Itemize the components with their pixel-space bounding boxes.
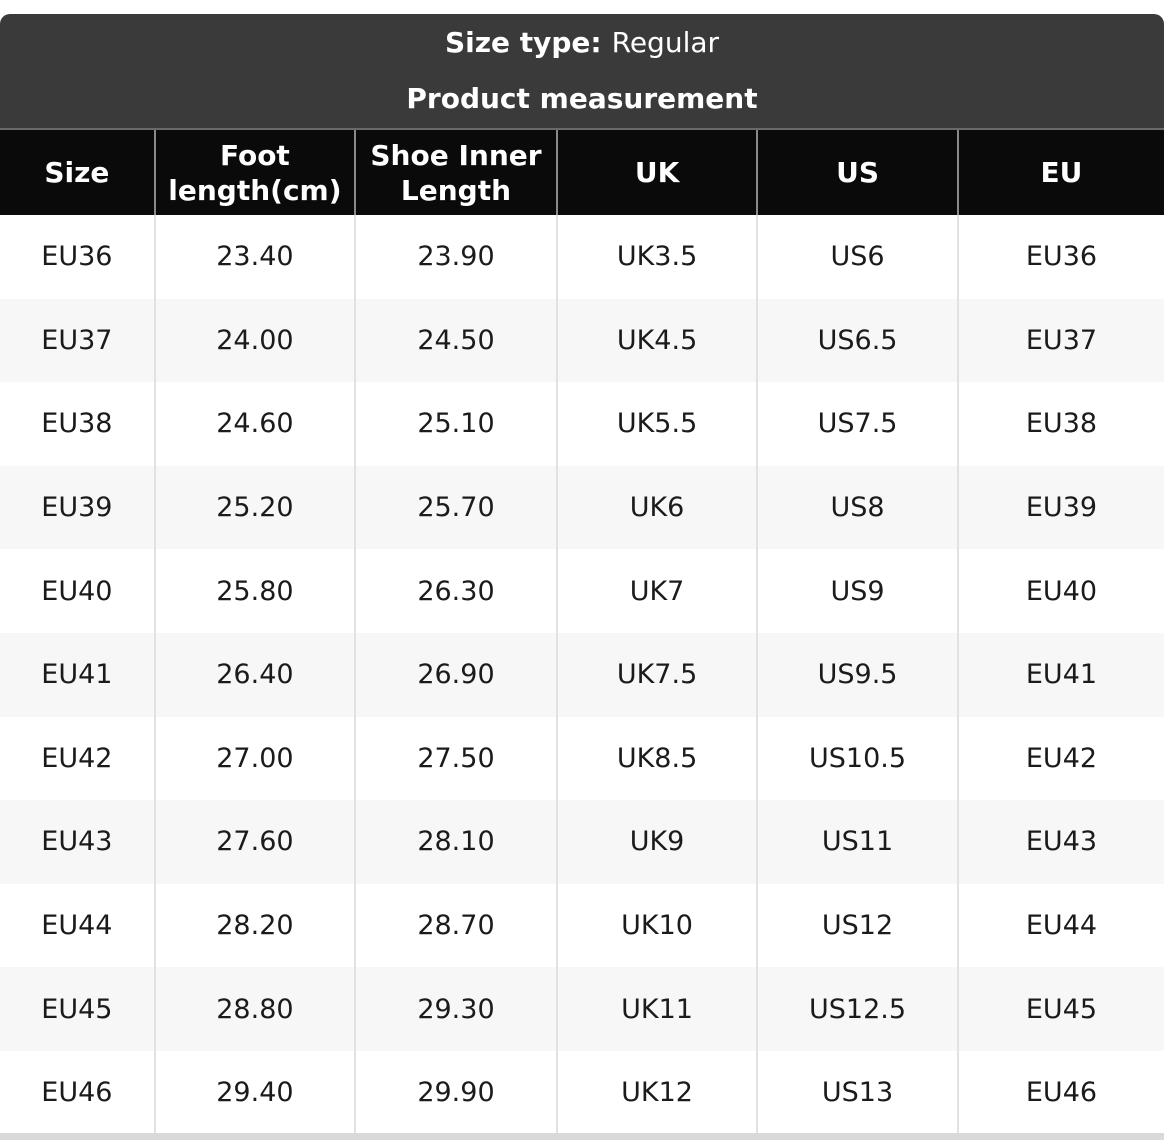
table-cell: EU37 — [0, 298, 155, 383]
column-header-foot-length-cm-: Foot length(cm) — [153, 128, 355, 215]
table-row: EU43 27.60 28.10 UK9 US11 EU43 — [0, 800, 1164, 884]
table-cell: UK7.5 — [555, 632, 758, 717]
table-cell: US6 — [756, 215, 958, 299]
column-header-uk: UK — [555, 128, 758, 215]
table-row: EU38 24.60 25.10 UK5.5 US7.5 EU38 — [0, 382, 1164, 466]
table-cell: EU42 — [956, 716, 1164, 801]
table-cell: US9 — [756, 549, 958, 633]
table-cell: 27.00 — [153, 716, 355, 801]
size-type-line: Size type: Regular — [444, 25, 720, 59]
table-cell: 29.90 — [354, 1050, 557, 1133]
table-cell: EU43 — [956, 800, 1164, 884]
table-cell: EU39 — [0, 465, 155, 550]
size-type-value: Regular — [611, 25, 720, 59]
table-cell: 24.60 — [153, 382, 355, 466]
table-cell: 25.80 — [153, 549, 355, 633]
column-header-size: Size — [0, 128, 155, 215]
table-cell: UK8.5 — [555, 716, 758, 801]
table-row: EU45 28.80 29.30 UK11 US12.5 EU45 — [0, 967, 1164, 1051]
table-cell: 23.90 — [354, 215, 557, 299]
table-cell: EU40 — [0, 549, 155, 633]
table-cell: EU41 — [0, 632, 155, 717]
table-cell: EU38 — [0, 382, 155, 466]
table-cell: US6.5 — [756, 298, 958, 383]
table-cell: EU36 — [956, 215, 1164, 299]
table-cell: 27.60 — [153, 800, 355, 884]
table-cell: US13 — [756, 1050, 958, 1133]
table-cell: UK4.5 — [555, 298, 758, 383]
table-cell: UK12 — [555, 1050, 758, 1133]
table-cell: 26.30 — [354, 549, 557, 633]
table-row: EU41 26.40 26.90 UK7.5 US9.5 EU41 — [0, 632, 1164, 717]
table-row: EU37 24.00 24.50 UK4.5 US6.5 EU37 — [0, 298, 1164, 383]
table-cell: US7.5 — [756, 382, 958, 466]
table-cell: EU38 — [956, 382, 1164, 466]
table-cell: 26.40 — [153, 632, 355, 717]
table-row: EU42 27.00 27.50 UK8.5 US10.5 EU42 — [0, 716, 1164, 801]
table-cell: UK5.5 — [555, 382, 758, 466]
table-cell: 23.40 — [153, 215, 355, 299]
product-measurement-title: Product measurement — [406, 82, 758, 115]
table-cell: EU45 — [0, 967, 155, 1051]
table-row: EU44 28.20 28.70 UK10 US12 EU44 — [0, 883, 1164, 968]
column-header-eu: EU — [956, 128, 1164, 215]
table-row: EU36 23.40 23.90 UK3.5 US6 EU36 — [0, 215, 1164, 299]
table-cell: UK6 — [555, 465, 758, 550]
table-cell: 25.10 — [354, 382, 557, 466]
table-cell: UK7 — [555, 549, 758, 633]
table-header-row: Size Foot length(cm) Shoe Inner Length UK US… — [0, 128, 1164, 215]
table-cell: 28.70 — [354, 883, 557, 968]
table-cell: 24.00 — [153, 298, 355, 383]
table-cell: US12.5 — [756, 967, 958, 1051]
table-cell: EU39 — [956, 465, 1164, 550]
table-cell: 28.20 — [153, 883, 355, 968]
table-cell: EU46 — [956, 1050, 1164, 1133]
table-cell: EU41 — [956, 632, 1164, 717]
table-cell: 26.90 — [354, 632, 557, 717]
table-cell: US9.5 — [756, 632, 958, 717]
table-cell: EU36 — [0, 215, 155, 299]
table-cell: 27.50 — [354, 716, 557, 801]
column-header-us: US — [756, 128, 958, 215]
table-cell: 28.10 — [354, 800, 557, 884]
column-header-shoe-inner-length: Shoe Inner Length — [354, 128, 557, 215]
table-row: EU46 29.40 29.90 UK12 US13 EU46 — [0, 1050, 1164, 1133]
table-cell: UK11 — [555, 967, 758, 1051]
table-cell: US11 — [756, 800, 958, 884]
table-body: EU36 23.40 23.90 UK3.5 US6 EU36 EU37 24.00 24.50… — [0, 215, 1164, 1133]
table-cell: US12 — [756, 883, 958, 968]
table-cell: 25.20 — [153, 465, 355, 550]
table-cell: US8 — [756, 465, 958, 550]
table-cell: 28.80 — [153, 967, 355, 1051]
table-cell: UK3.5 — [555, 215, 758, 299]
table-cell: UK10 — [555, 883, 758, 968]
table-cell: EU44 — [0, 883, 155, 968]
table-cell: EU46 — [0, 1050, 155, 1133]
size-type-label: Size type: — [444, 25, 602, 59]
table-row: EU40 25.80 26.30 UK7 US9 EU40 — [0, 549, 1164, 633]
size-type-header: Size type: Regular Product measurement — [0, 14, 1164, 128]
table-cell: EU44 — [956, 883, 1164, 968]
table-cell: EU37 — [956, 298, 1164, 383]
table-cell: UK9 — [555, 800, 758, 884]
table-cell: EU40 — [956, 549, 1164, 633]
table-cell: 25.70 — [354, 465, 557, 550]
page-background-strip — [0, 1133, 1164, 1140]
size-chart-panel: Size type: Regular Product measurement S… — [0, 14, 1164, 1133]
table-cell: EU42 — [0, 716, 155, 801]
table-cell: 24.50 — [354, 298, 557, 383]
table-cell: 29.30 — [354, 967, 557, 1051]
table-cell: 29.40 — [153, 1050, 355, 1133]
table-row: EU39 25.20 25.70 UK6 US8 EU39 — [0, 465, 1164, 550]
table-cell: US10.5 — [756, 716, 958, 801]
size-table: Size Foot length(cm) Shoe Inner Length UK US… — [0, 128, 1164, 1133]
table-cell: EU43 — [0, 800, 155, 884]
table-cell: EU45 — [956, 967, 1164, 1051]
